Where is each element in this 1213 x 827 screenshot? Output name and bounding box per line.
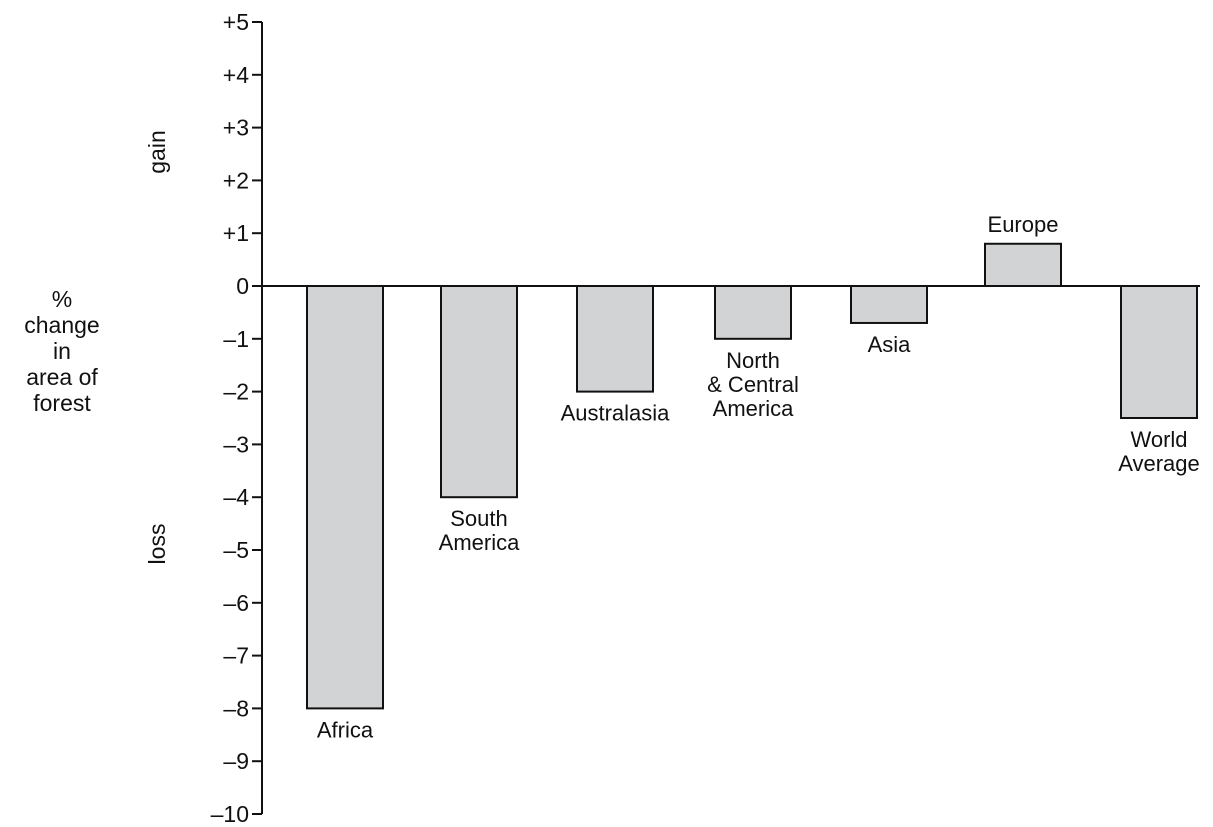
bar	[576, 285, 654, 393]
y-tick-label: –5	[223, 537, 249, 563]
gain-label: gain	[144, 130, 170, 173]
y-tick-label: +3	[223, 115, 249, 141]
y-tick-label: –1	[223, 326, 249, 352]
y-axis-title: % change in area of forest	[24, 286, 99, 416]
bar	[850, 285, 928, 324]
y-tick-label: +4	[223, 62, 249, 88]
loss-label: loss	[144, 524, 170, 565]
category-label: South America	[439, 506, 520, 555]
y-tick-label: –10	[211, 801, 249, 827]
y-tick-label: +5	[223, 9, 249, 35]
category-labels: Africa South America Australasia North & Cent…	[317, 212, 1200, 743]
y-tick-label: –9	[223, 748, 249, 774]
y-tick-label: –3	[223, 431, 249, 457]
bar	[714, 285, 792, 340]
y-tick-label: –2	[223, 379, 249, 405]
y-axis-ticks: +5 +4 +3 +2 +1 0 –1 –2 –3 –4 –5 –6 –7 –8 –9 –10	[211, 9, 262, 827]
bar	[440, 285, 518, 499]
bar	[306, 285, 384, 710]
y-tick-label: –7	[223, 643, 249, 669]
bars	[306, 242, 1198, 710]
category-label: North & Central America	[707, 348, 799, 421]
bar	[1120, 285, 1198, 419]
y-tick-label: 0	[236, 273, 249, 299]
category-label: Europe	[988, 212, 1059, 237]
y-tick-label: +2	[223, 167, 249, 193]
y-axis-label: % change in area of forest	[24, 286, 99, 416]
y-tick-label: –4	[223, 484, 249, 510]
bar	[984, 242, 1062, 287]
category-label: Africa	[317, 717, 374, 742]
category-label: Australasia	[561, 401, 671, 426]
category-label: Asia	[868, 332, 912, 357]
y-tick-label: +1	[223, 220, 249, 246]
y-tick-label: –6	[223, 590, 249, 616]
y-tick-label: –8	[223, 695, 249, 721]
category-label: World Average	[1118, 427, 1200, 476]
